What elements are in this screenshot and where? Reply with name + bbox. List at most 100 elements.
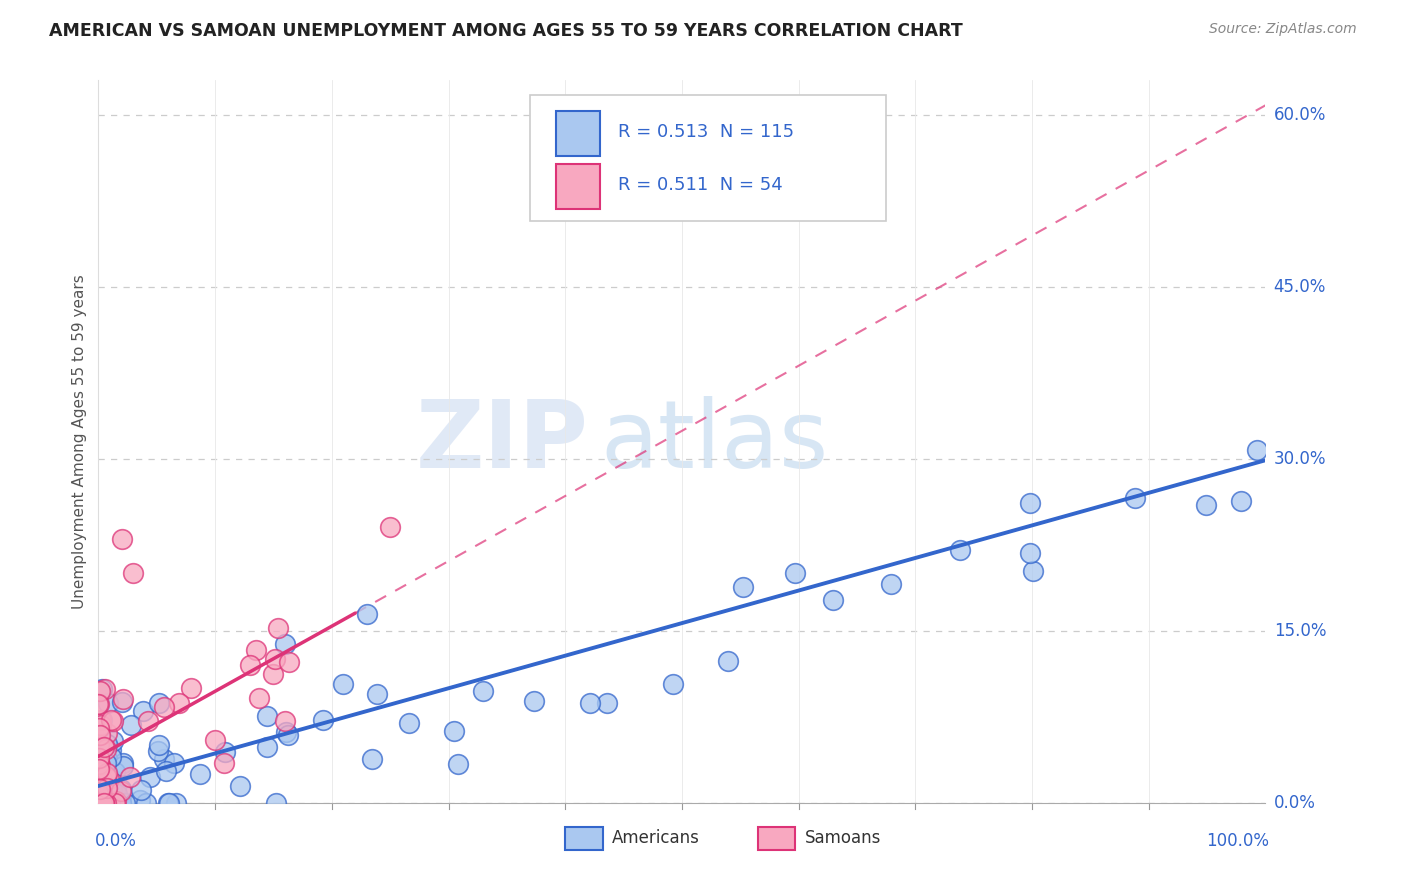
Point	[122, 566, 145, 581]
Point	[239, 658, 262, 673]
Point	[274, 636, 297, 650]
Point	[446, 756, 468, 771]
Point	[96, 752, 118, 766]
Point	[87, 721, 110, 735]
Point	[93, 796, 115, 810]
Point	[91, 775, 114, 789]
Point	[277, 655, 299, 669]
Point	[90, 796, 112, 810]
Point	[167, 696, 190, 710]
Point	[717, 654, 740, 668]
Point	[87, 757, 110, 772]
Point	[214, 756, 236, 770]
Point	[94, 796, 117, 810]
Point	[94, 681, 117, 696]
Point	[332, 677, 354, 691]
Point	[103, 714, 125, 728]
Point	[91, 772, 114, 787]
Point	[118, 770, 141, 784]
Point	[90, 714, 112, 728]
Point	[1019, 496, 1042, 510]
Point	[247, 691, 270, 706]
Point	[880, 576, 903, 591]
Point	[1019, 546, 1042, 560]
Point	[135, 796, 157, 810]
Point	[1229, 494, 1251, 508]
Point	[360, 752, 382, 766]
Point	[180, 681, 202, 695]
Point	[443, 723, 465, 738]
Point	[157, 796, 180, 810]
Point	[108, 796, 131, 810]
FancyBboxPatch shape	[530, 95, 886, 221]
Point	[91, 796, 114, 810]
Point	[105, 796, 128, 810]
Point	[93, 796, 115, 810]
Point	[1195, 498, 1218, 512]
Point	[274, 725, 297, 739]
Point	[87, 762, 110, 776]
Point	[152, 700, 174, 714]
Point	[104, 765, 127, 780]
Point	[111, 532, 134, 546]
Text: R = 0.513  N = 115: R = 0.513 N = 115	[617, 123, 794, 141]
Point	[104, 781, 127, 796]
Point	[96, 737, 118, 751]
Point	[96, 789, 118, 803]
Point	[262, 667, 284, 681]
Point	[91, 714, 114, 728]
Text: 60.0%: 60.0%	[1274, 105, 1326, 124]
Point	[136, 714, 159, 729]
Point	[87, 697, 110, 711]
Point	[100, 796, 122, 810]
Point	[312, 714, 335, 728]
Point	[662, 676, 685, 690]
Point	[91, 682, 114, 697]
Point	[96, 780, 118, 795]
Point	[97, 772, 120, 786]
Point	[105, 794, 128, 808]
Point	[472, 683, 495, 698]
Point	[94, 756, 117, 771]
Point	[90, 796, 112, 810]
Point	[366, 687, 388, 701]
Point	[96, 764, 118, 779]
Point	[105, 787, 128, 801]
Point	[90, 778, 112, 792]
Point	[96, 726, 118, 740]
Point	[100, 742, 122, 756]
Text: 0.0%: 0.0%	[96, 831, 136, 850]
Text: atlas: atlas	[600, 395, 828, 488]
Point	[579, 696, 602, 710]
Point	[87, 796, 110, 810]
Point	[111, 695, 134, 709]
Point	[148, 738, 170, 752]
Point	[823, 593, 845, 607]
Point	[87, 796, 110, 810]
Point	[277, 729, 299, 743]
Point	[96, 792, 118, 806]
Point	[87, 796, 110, 810]
Point	[256, 709, 278, 723]
Point	[93, 740, 115, 755]
Point	[101, 734, 124, 748]
Point	[139, 770, 162, 784]
Point	[111, 692, 134, 706]
Point	[188, 767, 211, 781]
FancyBboxPatch shape	[555, 164, 600, 209]
Point	[90, 717, 112, 731]
Point	[89, 758, 111, 772]
Point	[87, 786, 110, 800]
Text: Source: ZipAtlas.com: Source: ZipAtlas.com	[1209, 22, 1357, 37]
Point	[129, 793, 152, 807]
FancyBboxPatch shape	[555, 112, 600, 156]
Point	[87, 796, 110, 810]
Text: R = 0.511  N = 54: R = 0.511 N = 54	[617, 176, 783, 194]
Point	[90, 777, 112, 791]
Point	[89, 751, 111, 765]
Point	[1021, 564, 1043, 578]
Point	[97, 796, 120, 810]
Point	[266, 796, 288, 810]
Point	[596, 697, 619, 711]
Point	[87, 753, 110, 767]
